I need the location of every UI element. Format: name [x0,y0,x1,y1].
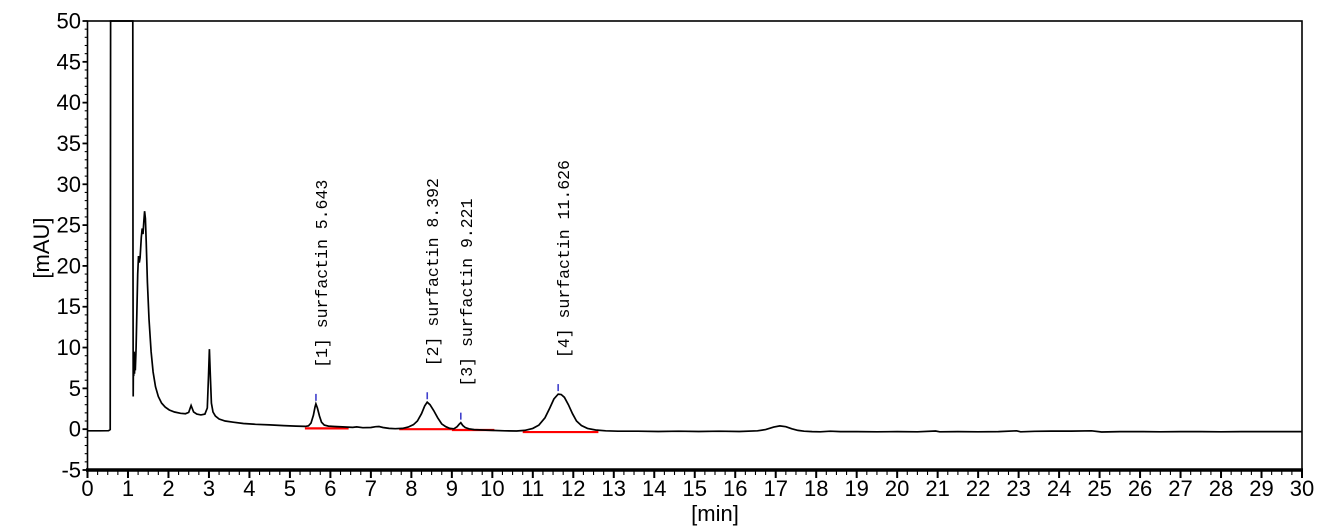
x-tick-label: 28 [1209,476,1233,501]
x-tick-label: 22 [966,476,990,501]
y-tick-label: 40 [57,90,81,115]
y-tick-label: -5 [61,458,81,483]
x-tick-label: 2 [162,476,174,501]
plot-frame [86,20,1303,472]
y-axis-ticks: -5 0 5 10 15 20 25 30 35 40 45 50 [57,9,88,483]
x-tick-label: 17 [763,476,787,501]
x-tick-label: 9 [446,476,458,501]
x-tick-label: 27 [1168,476,1192,501]
x-tick-label: 13 [602,476,626,501]
detector-signal-trace [87,20,1302,433]
y-tick-label: 10 [57,335,81,360]
y-tick-label: 25 [57,213,81,238]
peak-annotations: [1] surfactin 5.643 [2] surfactin 8.392 [3… [313,160,574,420]
x-tick-label: 30 [1290,476,1314,501]
y-tick-label: 50 [57,9,81,34]
x-tick-label: 3 [203,476,215,501]
x-tick-label: 21 [925,476,949,501]
y-tick-label: 45 [57,49,81,74]
signal-trace [87,20,1302,433]
x-tick-label: 23 [1006,476,1030,501]
x-axis-title: [min] [691,501,739,526]
peak-label: [1] surfactin 5.643 [313,180,332,368]
x-tick-label: 14 [642,476,666,501]
x-tick-label: 16 [723,476,747,501]
x-tick-label: 5 [284,476,296,501]
peak-label: [2] surfactin 8.392 [424,178,443,366]
x-tick-label: 4 [243,476,255,501]
x-tick-label: 25 [1087,476,1111,501]
x-tick-label: 12 [561,476,585,501]
x-tick-label: 24 [1047,476,1071,501]
x-tick-label: 26 [1128,476,1152,501]
x-tick-label: 0 [81,476,93,501]
x-tick-label: 15 [683,476,707,501]
x-tick-label: 19 [844,476,868,501]
peak-label: [4] surfactin 11.626 [555,160,574,358]
x-tick-label: 1 [122,476,134,501]
y-tick-label: 15 [57,294,81,319]
y-tick-label: 0 [69,417,81,442]
y-tick-label: 35 [57,131,81,156]
x-tick-label: 8 [405,476,417,501]
peak-label: [3] surfactin 9.221 [458,198,477,386]
x-tick-label: 18 [804,476,828,501]
y-tick-label: 30 [57,172,81,197]
y-tick-label: 5 [69,376,81,401]
x-tick-label: 20 [885,476,909,501]
x-tick-label: 11 [521,476,544,501]
x-tick-label: 6 [324,476,336,501]
x-tick-label: 29 [1249,476,1273,501]
x-axis-ticks: 0 1 2 3 4 5 6 7 8 9 10 11 12 13 14 15 16 17 18 19 20 21 22 23 24… [81,471,1314,501]
plot-border [86,20,1303,471]
y-tick-label: 20 [57,253,81,278]
x-tick-label: 10 [480,476,504,501]
x-tick-label: 7 [365,476,377,501]
y-axis-title: [mAU] [29,217,54,278]
